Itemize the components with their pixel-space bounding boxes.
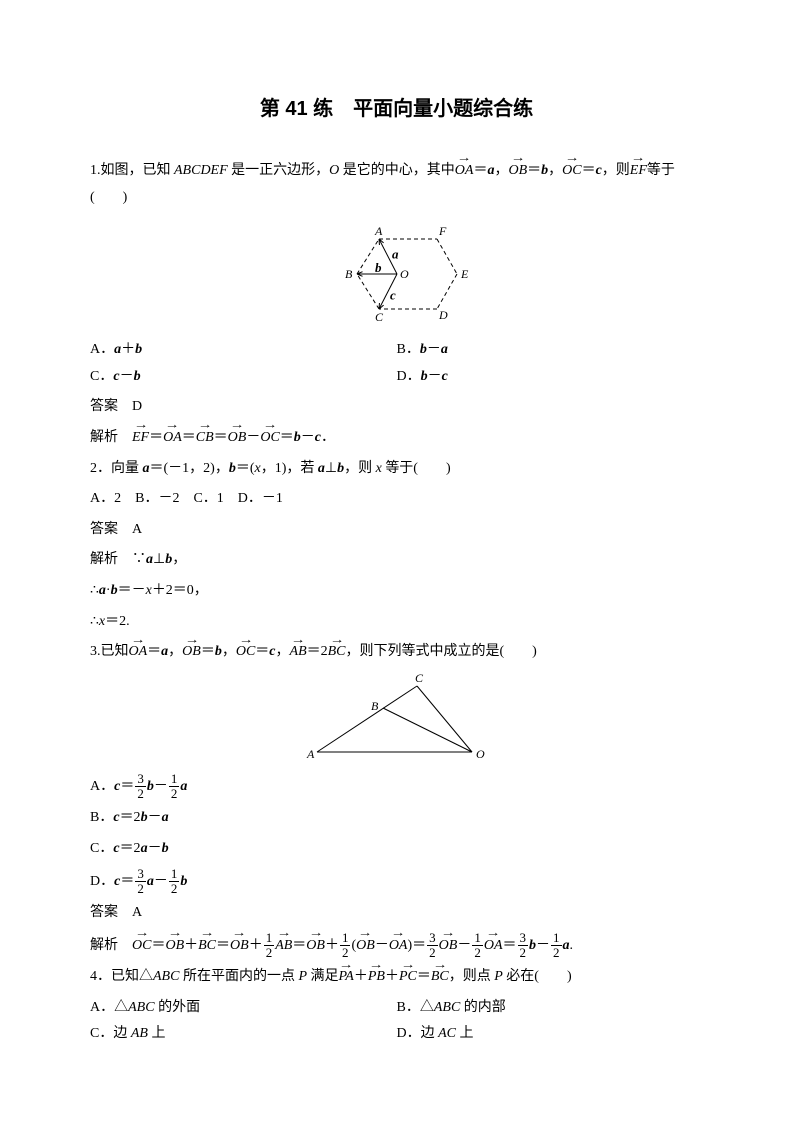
page-title: 第 41 练 平面向量小题综合练 [90, 90, 703, 128]
svg-text:B: B [371, 699, 379, 713]
svg-text:E: E [460, 267, 469, 281]
q3-stem: 3.已知OA＝a，OB＝b，OC＝c，AB＝2BC，则下列等式中成立的是( ) [90, 639, 703, 666]
q1-row2: C．c－b D．b－c [90, 364, 703, 391]
q4-row2: C．边 AB 上 D．边 AC 上 [90, 1021, 703, 1048]
svg-text:C: C [375, 310, 384, 324]
svg-text:a: a [392, 247, 399, 262]
q2-stem: 2．向量 a＝(－1，2)，b＝(x，1)，若 a⊥b，则 x 等于( ) [90, 456, 703, 483]
q2-opts: A．2 B．－2 C．1 D．－1 [90, 486, 703, 513]
svg-text:B: B [345, 267, 353, 281]
q3-explain: 解析 OC＝OB＋BC＝OB＋12AB＝OB＋12(OB－OA)＝32OB－12… [90, 931, 703, 961]
svg-text:C: C [415, 674, 424, 685]
q3-optA: A．c＝32b－12a [90, 772, 703, 802]
q3-diagram: A O C B [90, 674, 703, 764]
q4-row1: A．△ABC 的外面 B．△ABC 的内部 [90, 995, 703, 1022]
svg-text:O: O [400, 267, 409, 281]
q2-exp2: ∴a·b＝－x＋2＝0， [90, 578, 703, 605]
svg-text:A: A [374, 224, 383, 238]
q2-exp3: ∴x＝2. [90, 609, 703, 636]
svg-text:c: c [390, 288, 396, 303]
svg-text:D: D [438, 308, 448, 322]
q1-explain: 解析 EF＝OA＝CB＝OB－OC＝b－c． [90, 425, 703, 452]
q1-row1: A．a＋b B．b－a [90, 337, 703, 364]
q4-stem: 4．已知△ABC 所在平面内的一点 P 满足PA＋PB＋PC＝BC，则点 P 必… [90, 964, 703, 991]
q1-stem: 1.如图，已知 ABCDEF 是一正六边形，O 是它的中心，其中OA＝a，OB＝… [90, 158, 703, 211]
svg-text:O: O [476, 747, 485, 761]
q3-optD: D．c＝32a－12b [90, 867, 703, 897]
svg-text:F: F [438, 224, 447, 238]
svg-text:A: A [306, 747, 315, 761]
q1-diagram: A F E D C B Oabc [90, 219, 703, 329]
q3-optB: B．c＝2b－a [90, 805, 703, 832]
q3-optC: C．c＝2a－b [90, 836, 703, 863]
q1-answer: 答案 D [90, 394, 703, 421]
svg-text:b: b [375, 260, 382, 275]
q2-answer: 答案 A [90, 517, 703, 544]
q2-exp1: 解析 ∵a⊥b， [90, 547, 703, 574]
